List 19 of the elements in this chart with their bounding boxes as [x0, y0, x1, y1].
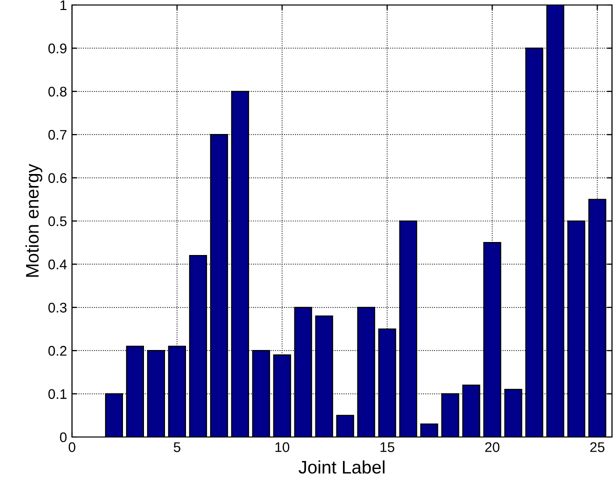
y-tick-label: 0	[60, 432, 67, 442]
x-tick-label: 5	[174, 442, 180, 452]
y-tick-label: 0.4	[48, 260, 67, 270]
y-tick-label: 1	[60, 0, 66, 10]
x-tick-label: 25	[590, 442, 604, 452]
x-tick-label: 20	[485, 442, 500, 452]
y-tick-label: 0.8	[48, 86, 67, 97]
y-tick-label: 0.2	[48, 346, 66, 356]
y-tick-label: 0.7	[48, 130, 66, 140]
x-tick-label: 0	[68, 442, 76, 452]
x-tick-label: 15	[380, 442, 394, 452]
y-tick-label: 0.3	[48, 302, 67, 313]
y-tick-label: 0.1	[48, 389, 66, 399]
x-tick-label: 10	[275, 442, 290, 452]
y-axis-title: Motion energy	[25, 164, 42, 277]
y-tick-label: 0.6	[48, 173, 67, 183]
y-tick-label: 0.5	[48, 216, 67, 226]
x-axis-title: Joint Label	[298, 460, 384, 474]
y-tick-label: 0.9	[48, 44, 66, 54]
